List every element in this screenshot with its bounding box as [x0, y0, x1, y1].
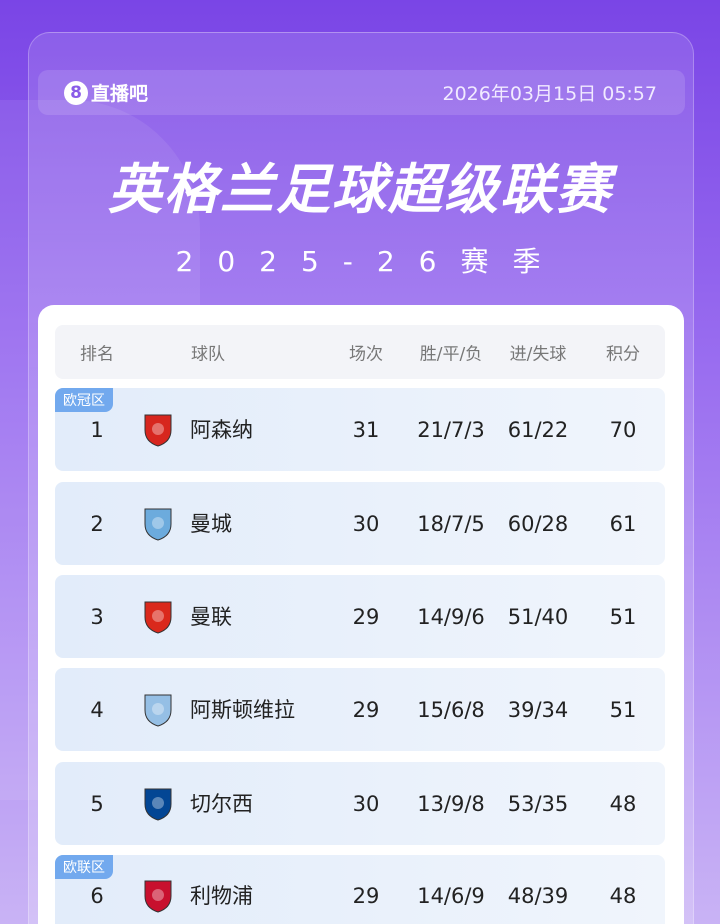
team-name: 利物浦 [190, 884, 253, 908]
rank: 5 [90, 791, 104, 816]
wdl: 13/9/8 [417, 791, 485, 816]
goals: 39/34 [507, 697, 569, 722]
table-row[interactable]: 3 曼联 29 14/9/6 51/40 51 [55, 575, 665, 658]
rank: 1 [90, 417, 104, 442]
zone-badge: 欧冠区 [55, 388, 113, 412]
points: 70 [609, 417, 637, 442]
col-team: 球队 [191, 344, 225, 365]
played: 30 [352, 511, 380, 536]
points: 48 [609, 884, 637, 908]
points: 48 [609, 791, 637, 816]
aston-villa-crest-icon [141, 692, 175, 728]
goals: 53/35 [507, 791, 569, 816]
man-utd-crest-icon [141, 599, 175, 635]
played: 29 [352, 697, 380, 722]
points: 61 [609, 511, 637, 536]
table-header: 排名 球队 场次 胜/平/负 进/失球 积分 [55, 325, 665, 379]
team-name: 阿森纳 [190, 417, 253, 442]
played: 29 [352, 884, 380, 908]
datetime: 2026年03月15日 05:57 [442, 83, 657, 105]
points: 51 [609, 697, 637, 722]
wdl: 15/6/8 [417, 697, 485, 722]
rank: 4 [90, 697, 104, 722]
brand-logo: 8 直播吧 [64, 79, 148, 106]
wdl: 21/7/3 [417, 417, 485, 442]
team-name: 阿斯顿维拉 [190, 697, 295, 722]
wdl: 14/9/6 [417, 604, 485, 629]
top-bar: 8 直播吧 2026年03月15日 05:57 [38, 70, 685, 115]
table-row[interactable]: 4 阿斯顿维拉 29 15/6/8 39/34 51 [55, 668, 665, 751]
table-row[interactable]: 欧冠区 1 阿森纳 31 21/7/3 61/22 70 [55, 388, 665, 471]
chelsea-crest-icon [141, 786, 175, 822]
col-goals: 进/失球 [509, 344, 567, 365]
col-rank: 排名 [80, 344, 114, 365]
table-row[interactable]: 欧联区 6 利物浦 29 14/6/9 48/39 48 [55, 855, 665, 924]
points: 51 [609, 604, 637, 629]
team-name: 切尔西 [190, 791, 253, 816]
brand-name: 直播吧 [91, 83, 149, 105]
col-wdl: 胜/平/负 [419, 344, 483, 365]
man-city-crest-icon [141, 506, 175, 542]
table-row[interactable]: 5 切尔西 30 13/9/8 53/35 48 [55, 762, 665, 845]
wdl: 18/7/5 [417, 511, 485, 536]
col-points: 积分 [606, 344, 640, 365]
goals: 48/39 [507, 884, 569, 908]
played: 31 [352, 417, 380, 442]
rank: 2 [90, 511, 104, 536]
goals: 60/28 [507, 511, 569, 536]
wdl: 14/6/9 [417, 884, 485, 908]
team-name: 曼城 [190, 511, 232, 536]
goals: 51/40 [507, 604, 569, 629]
table-row[interactable]: 2 曼城 30 18/7/5 60/28 61 [55, 482, 665, 565]
played: 30 [352, 791, 380, 816]
brand-8-icon: 8 [64, 80, 88, 105]
zone-badge: 欧联区 [55, 855, 113, 879]
liverpool-crest-icon [141, 878, 175, 914]
goals: 61/22 [507, 417, 569, 442]
arsenal-crest-icon [141, 412, 175, 448]
played: 29 [352, 604, 380, 629]
rank: 3 [90, 604, 104, 629]
season-label: 2025-26赛季 [175, 245, 565, 278]
col-played: 场次 [349, 344, 383, 365]
page-title: 英格兰足球超级联赛 [108, 158, 612, 221]
team-name: 曼联 [190, 604, 232, 629]
rank: 6 [90, 884, 104, 908]
